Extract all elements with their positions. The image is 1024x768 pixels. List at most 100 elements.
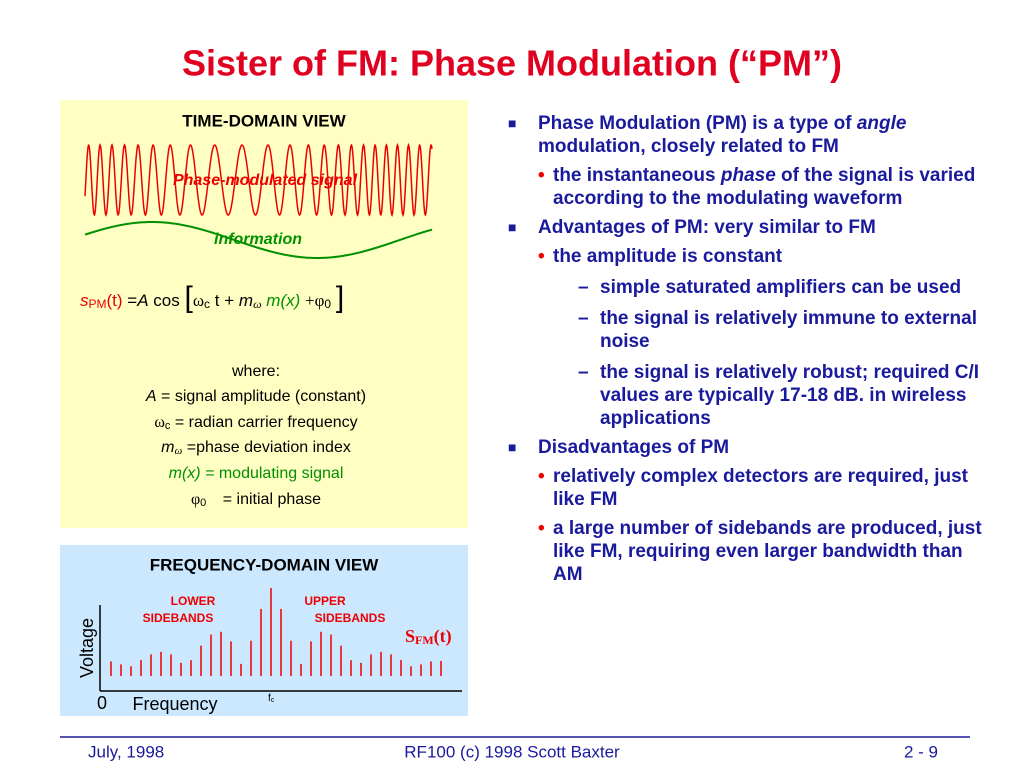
lower: LOWER: [171, 594, 216, 608]
bullet-text: Disadvantages of PM: [538, 437, 730, 458]
d: m(x) =: [169, 465, 215, 482]
bullet-text: modulation, closely related to FM: [538, 136, 839, 157]
info-label: information: [214, 231, 302, 248]
bullets: ■ Phase Modulation (PM) is a type of angl…: [508, 106, 986, 586]
d: = initial phase: [223, 491, 321, 508]
freq-box: [60, 545, 468, 716]
time-heading: TIME-DOMAIN VIEW: [182, 111, 346, 130]
bullet-marker: •: [538, 466, 545, 487]
lower: SIDEBANDS: [143, 611, 214, 625]
d: m: [161, 439, 174, 456]
f: A: [136, 291, 148, 310]
f: m(x): [266, 291, 300, 310]
bullet-text: the signal is relatively robust; require…: [600, 362, 980, 429]
d: = radian carrier frequency: [175, 414, 358, 431]
f: ω: [193, 291, 204, 310]
def: mω =phase deviation index: [161, 439, 351, 459]
f: s: [80, 291, 89, 310]
footer-date: July, 1998: [88, 742, 164, 761]
bullet-marker: –: [578, 277, 589, 298]
bullet-text: the signal is relatively immune to exter…: [600, 308, 977, 352]
c: f: [268, 693, 271, 704]
d: =: [187, 439, 196, 456]
bullet: – the signal is relatively robust; requir…: [508, 361, 986, 430]
s: (t): [434, 626, 452, 647]
bullet: • a large number of sidebands are produce…: [508, 517, 986, 586]
bullet-marker: ■: [508, 115, 517, 131]
f: PM: [89, 297, 107, 311]
bullet-marker: •: [538, 246, 545, 267]
f: m: [239, 291, 253, 310]
upper: SIDEBANDS: [315, 611, 386, 625]
spectrum: [110, 588, 442, 676]
d: modulating signal: [219, 465, 344, 482]
formula: sPM(t) =A cos [ωc t + mω m(x) +φ0 ]: [80, 281, 344, 314]
bullet-marker: ■: [508, 439, 517, 455]
bullet: – simple saturated amplifiers can be used: [508, 276, 986, 299]
d: =: [161, 388, 170, 405]
x-label: Frequency: [132, 694, 217, 714]
bullet: ■ Phase Modulation (PM) is a type of angl…: [508, 112, 986, 158]
pm-wave: [84, 142, 433, 218]
def: ωc = radian carrier frequency: [154, 414, 357, 435]
f: c: [204, 297, 210, 311]
s: FM: [415, 633, 434, 647]
bullet-text: the amplitude is constant: [553, 246, 783, 267]
d: φ: [191, 491, 200, 508]
d: signal amplitude (constant): [175, 388, 366, 405]
bullet-marker: •: [538, 165, 545, 186]
upper: UPPER: [304, 594, 346, 608]
def: φ0 = initial phase: [191, 491, 321, 512]
f: 0: [324, 297, 331, 311]
info-wave: [84, 221, 433, 259]
bullet-text: the instantaneous: [553, 165, 721, 186]
f: cos: [153, 291, 179, 310]
d: ω: [174, 445, 182, 457]
c: c: [271, 697, 275, 704]
bullet: ■ Advantages of PM: very similar to FM: [508, 216, 986, 239]
bullet-marker: –: [578, 362, 589, 383]
bullet-text: simple saturated amplifiers can be used: [600, 277, 962, 298]
f: ω: [253, 297, 261, 311]
definitions: where: A = signal amplitude (constant) ω…: [145, 363, 366, 512]
def: A = signal amplitude (constant): [145, 388, 366, 405]
d: 0: [200, 497, 206, 509]
signal-label: Phase-modulated signal: [173, 172, 358, 189]
d: ω: [154, 414, 165, 431]
carrier: fc: [268, 693, 275, 704]
footer-page: 2 - 9: [904, 742, 938, 761]
footer: July, 1998 RF100 (c) 1998 Scott Baxter 2…: [88, 742, 938, 761]
y-label: Voltage: [77, 618, 97, 678]
origin: 0: [97, 693, 107, 713]
bullet-marker: –: [578, 308, 589, 329]
footer-center: RF100 (c) 1998 Scott Baxter: [404, 742, 620, 761]
d: c: [165, 420, 171, 432]
title: Sister of FM: Phase Modulation (“PM”): [182, 43, 842, 84]
bullet-text: phase: [720, 165, 776, 186]
bullet: • the amplitude is constant: [508, 245, 986, 268]
bullet-text: angle: [856, 113, 907, 134]
d: phase deviation index: [196, 439, 351, 456]
where: where:: [231, 363, 280, 380]
bullet-text: Phase Modulation (PM) is a type of: [538, 113, 857, 134]
band-labels: LOWER SIDEBANDS UPPER SIDEBANDS: [143, 594, 386, 625]
f: =: [127, 291, 137, 310]
f: (t): [107, 291, 123, 310]
bullet-text: a large number of sidebands are produced…: [553, 518, 982, 585]
bullet-text: relatively complex detectors are require…: [553, 466, 969, 510]
f: [: [185, 281, 194, 314]
bullet: ■ Disadvantages of PM: [508, 436, 986, 459]
bullet-text: of the signal is varied according to the…: [553, 165, 976, 209]
bullet: • the instantaneous phase of the signal i…: [508, 164, 986, 210]
s: S: [405, 626, 415, 646]
freq-heading: FREQUENCY-DOMAIN VIEW: [150, 555, 380, 574]
f: t +: [215, 291, 234, 310]
bullet-text: Advantages of PM: very similar to FM: [538, 217, 876, 238]
bullet-marker: •: [538, 518, 545, 539]
bullet-marker: ■: [508, 219, 517, 235]
bullet: • relatively complex detectors are requir…: [508, 465, 986, 511]
waves: [84, 142, 433, 259]
bullet: – the signal is relatively immune to exte…: [508, 307, 986, 353]
